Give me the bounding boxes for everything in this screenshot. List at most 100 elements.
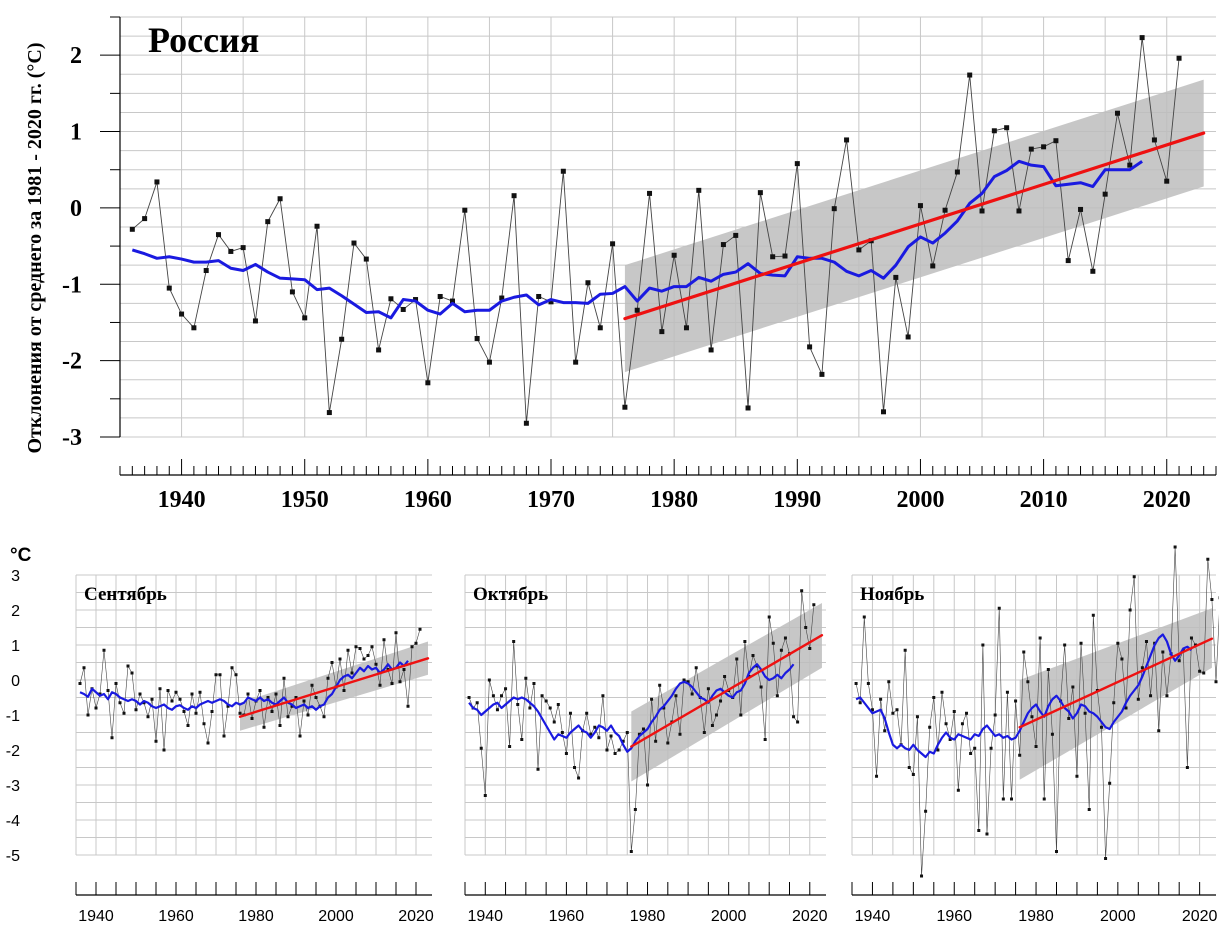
data-point: [625, 731, 629, 734]
data-point: [771, 641, 775, 645]
data-point: [601, 694, 605, 698]
data-point: [166, 285, 172, 291]
data-point: [234, 673, 238, 677]
data-point: [400, 306, 406, 312]
data-point: [363, 256, 369, 262]
data-point: [930, 263, 936, 269]
data-point: [540, 694, 544, 698]
trend-line: [238, 657, 430, 718]
data-point: [406, 704, 410, 708]
data-point: [475, 701, 479, 705]
x-tick-label: 1950: [281, 487, 329, 513]
x-tick-label: 1980: [1018, 908, 1054, 925]
data-point: [763, 738, 767, 741]
data-point: [418, 627, 422, 631]
data-point: [118, 701, 122, 705]
data-point: [86, 713, 90, 717]
data-point: [759, 685, 763, 689]
data-point: [800, 589, 804, 593]
data-point: [658, 683, 662, 687]
data-point: [240, 245, 246, 251]
data-point: [997, 606, 1001, 610]
data-point: [1078, 206, 1084, 212]
data-point: [993, 713, 997, 717]
data-point: [733, 232, 739, 238]
data-point: [928, 725, 932, 729]
data-point: [714, 713, 718, 717]
data-point: [1165, 694, 1169, 698]
smoothed-series-line: [131, 159, 1143, 320]
data-point: [1026, 680, 1030, 684]
data-point: [854, 682, 858, 685]
data-point: [905, 334, 911, 340]
data-point: [170, 699, 174, 703]
data-point: [560, 168, 566, 174]
data-point: [266, 696, 270, 699]
trend-line: [630, 634, 824, 748]
data-point: [862, 615, 866, 619]
data-point: [1140, 666, 1144, 670]
data-point: [674, 694, 678, 698]
data-point: [414, 641, 418, 645]
main-chart-russia: 1940 1950 1960 1970 1980 1990 2000 2010 2020 -3 -2…: [24, 16, 1217, 513]
data-point: [226, 704, 230, 708]
data-point: [500, 694, 504, 698]
data-point: [520, 738, 524, 741]
data-point: [302, 315, 308, 321]
data-point: [214, 673, 218, 677]
data-point: [179, 311, 185, 317]
data-point: [696, 187, 702, 193]
data-point: [138, 692, 142, 696]
data-point: [158, 687, 162, 691]
trend-line: [623, 131, 1206, 321]
data-point: [792, 715, 796, 719]
data-point: [585, 280, 591, 286]
data-point: [1151, 137, 1157, 143]
data-point: [330, 661, 334, 664]
data-point: [807, 344, 813, 350]
data-point: [548, 299, 554, 305]
data-point: [952, 710, 956, 713]
data-point: [487, 678, 491, 682]
data-point: [907, 766, 911, 769]
data-point: [924, 809, 928, 813]
data-point: [960, 722, 964, 726]
data-point: [969, 752, 973, 755]
data-point: [1053, 138, 1059, 144]
data-point: [499, 295, 505, 301]
y-tick-label: 3: [11, 568, 20, 585]
data-point: [82, 666, 86, 670]
data-point: [568, 711, 572, 715]
data-point: [706, 687, 710, 691]
data-point: [564, 752, 568, 755]
data-point: [270, 710, 274, 713]
data-point: [351, 240, 357, 246]
data-point: [891, 711, 895, 715]
data-point: [1157, 729, 1161, 733]
data-point: [637, 732, 641, 736]
data-point: [1030, 715, 1034, 719]
data-point: [102, 648, 106, 652]
data-point: [856, 247, 862, 253]
data-point: [495, 708, 499, 712]
data-point: [479, 746, 483, 750]
y-tick-label: 2: [70, 43, 82, 69]
data-point: [796, 720, 800, 724]
data-point: [94, 706, 98, 710]
data-point: [1185, 766, 1189, 769]
data-point: [78, 682, 82, 685]
data-point: [654, 739, 658, 743]
data-point: [720, 242, 726, 248]
x-tick-label: 1940: [78, 908, 114, 925]
data-point: [940, 690, 944, 694]
data-point: [191, 325, 197, 331]
data-point: [597, 736, 601, 740]
data-point: [314, 696, 318, 699]
data-point: [1034, 745, 1038, 748]
data-point: [1090, 268, 1096, 274]
data-point: [1087, 808, 1091, 811]
data-point: [362, 657, 366, 661]
x-tick-label: 1940: [855, 908, 891, 925]
data-point: [1071, 685, 1075, 689]
